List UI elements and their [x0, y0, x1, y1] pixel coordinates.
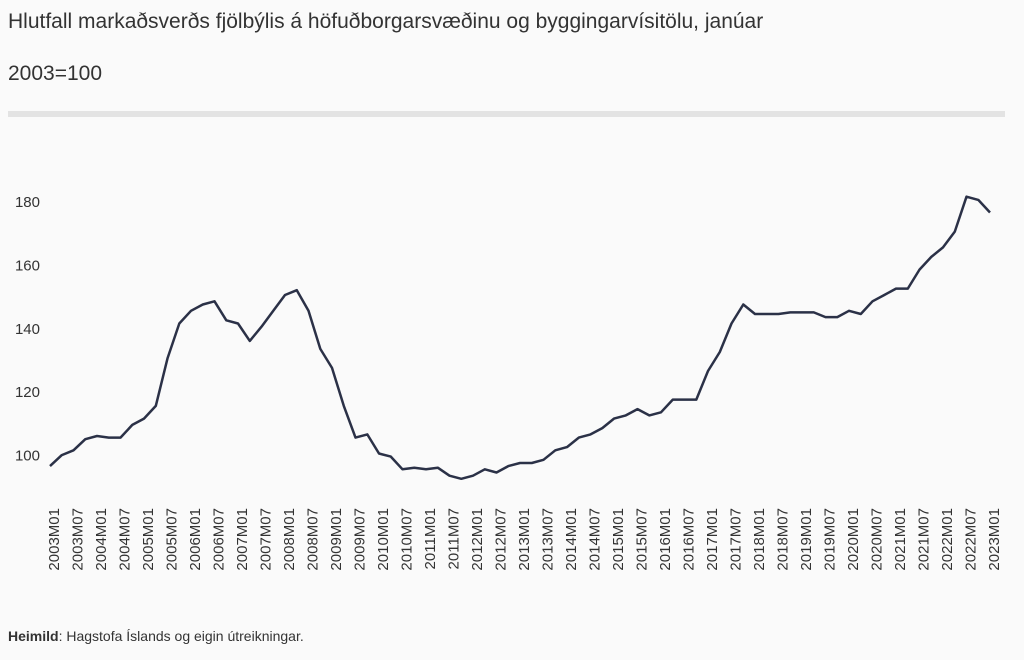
x-tick-label: 2017M01 [704, 508, 721, 571]
x-tick-label: 2019M01 [798, 508, 815, 571]
x-tick-label: 2008M01 [281, 508, 298, 571]
y-tick-label: 100 [15, 448, 40, 465]
x-tick-label: 2008M07 [304, 508, 321, 571]
x-tick-label: 2022M07 [962, 508, 979, 571]
x-tick-label: 2016M01 [657, 508, 674, 571]
data-line [49, 195, 991, 481]
x-tick-label: 2012M07 [492, 508, 509, 571]
x-tick-label: 2005M07 [163, 508, 180, 571]
x-tick-label: 2015M01 [610, 508, 627, 571]
y-tick-label: 140 [15, 321, 40, 338]
x-tick-label: 2003M07 [69, 508, 86, 571]
x-tick-label: 2017M07 [727, 508, 744, 571]
x-tick-label: 2004M07 [116, 508, 133, 571]
x-tick-label: 2009M01 [328, 508, 345, 571]
footer-text: : Hagstofa Íslands og eigin útreikningar… [59, 628, 304, 644]
x-tick-label: 2021M07 [915, 508, 932, 571]
y-tick-label: 160 [15, 257, 40, 274]
divider [8, 111, 1005, 117]
x-tick-label: 2005M01 [140, 508, 157, 571]
x-tick-label: 2014M07 [586, 508, 603, 571]
footer-label: Heimild [8, 628, 59, 644]
x-tick-label: 2020M07 [868, 508, 885, 571]
chart-subtitle: 2003=100 [8, 62, 102, 85]
x-tick-label: 2015M07 [633, 508, 650, 571]
x-tick-label: 2006M07 [210, 508, 227, 571]
x-tick-label: 2014M01 [563, 508, 580, 571]
x-tick-label: 2004M01 [93, 508, 110, 571]
x-tick-label: 2011M07 [445, 508, 462, 569]
x-tick-label: 2011M01 [422, 508, 439, 569]
x-tick-label: 2021M01 [892, 508, 909, 571]
x-tick-label: 2003M01 [46, 508, 63, 571]
x-tick-label: 2010M07 [398, 508, 415, 571]
y-tick-label: 180 [15, 194, 40, 211]
x-tick-label: 2023M01 [986, 508, 1003, 571]
x-tick-label: 2007M01 [234, 508, 251, 571]
chart-title: Hlutfall markaðsverðs fjölbýlis á höfuðb… [8, 10, 763, 33]
x-tick-label: 2009M07 [351, 508, 368, 571]
x-tick-label: 2013M01 [516, 508, 533, 571]
x-tick-label: 2006M01 [187, 508, 204, 571]
footer: Heimild: Hagstofa Íslands og eigin útrei… [8, 628, 304, 644]
x-tick-label: 2018M07 [774, 508, 791, 571]
y-tick-label: 120 [15, 384, 40, 401]
x-tick-label: 2018M01 [751, 508, 768, 571]
x-tick-label: 2007M07 [257, 508, 274, 571]
x-tick-label: 2010M01 [375, 508, 392, 571]
x-tick-label: 2013M07 [539, 508, 556, 571]
x-tick-label: 2020M01 [845, 508, 862, 571]
x-tick-label: 2016M07 [680, 508, 697, 571]
x-tick-label: 2019M07 [821, 508, 838, 571]
x-tick-label: 2022M01 [939, 508, 956, 571]
x-tick-label: 2012M01 [469, 508, 486, 571]
